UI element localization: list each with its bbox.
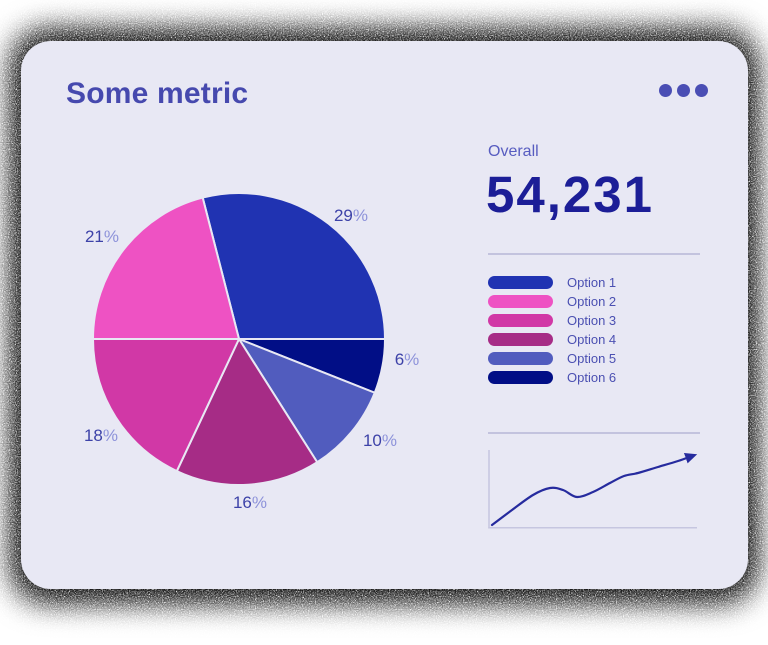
ellipsis-icon xyxy=(695,84,708,97)
legend-swatch xyxy=(488,371,553,384)
legend-item[interactable]: Option 4 xyxy=(488,332,617,347)
legend: Option 1 Option 2 Option 3 Option 4 Opti… xyxy=(488,275,617,390)
legend-item[interactable]: Option 1 xyxy=(488,275,617,290)
legend-item[interactable]: Option 6 xyxy=(488,370,617,385)
trend-line xyxy=(490,452,698,527)
legend-label: Option 3 xyxy=(567,313,617,328)
legend-item[interactable]: Option 2 xyxy=(488,294,617,309)
overall-value: 54,231 xyxy=(486,166,654,223)
overall-label: Overall xyxy=(488,143,539,160)
legend-label: Option 6 xyxy=(567,370,617,385)
legend-item[interactable]: Option 3 xyxy=(488,313,617,328)
divider xyxy=(488,253,700,255)
legend-swatch xyxy=(488,295,553,308)
pie-label-option-1: 29% xyxy=(333,206,369,225)
legend-label: Option 4 xyxy=(567,332,617,347)
legend-swatch xyxy=(488,352,553,365)
pie-label-option-6: 6% xyxy=(394,350,420,369)
pie-label-option-5: 10% xyxy=(362,431,398,450)
pie-label-option-3: 18% xyxy=(83,426,119,445)
pie-slice-option-2[interactable] xyxy=(92,196,240,340)
legend-swatch xyxy=(488,276,553,289)
legend-label: Option 5 xyxy=(567,351,617,366)
ellipsis-icon xyxy=(677,84,690,97)
pie-slice-option-1[interactable] xyxy=(201,192,386,340)
pie-label-option-2: 21% xyxy=(84,227,120,246)
ellipsis-icon xyxy=(659,84,672,97)
legend-label: Option 2 xyxy=(567,294,617,309)
metric-card: Some metric 6% 10% 16% 18% 21% 29% Overall 54… xyxy=(21,41,748,589)
legend-item[interactable]: Option 5 xyxy=(488,351,617,366)
menu-button[interactable] xyxy=(657,82,710,99)
legend-swatch xyxy=(488,314,553,327)
pie-slice-option-5[interactable] xyxy=(238,338,376,464)
legend-label: Option 1 xyxy=(567,275,617,290)
pie-slice-option-3[interactable] xyxy=(92,338,240,473)
pie-slice-option-4[interactable] xyxy=(175,338,319,486)
trend-chart xyxy=(488,450,698,529)
page-title: Some metric xyxy=(66,77,249,110)
legend-swatch xyxy=(488,333,553,346)
pie-label-option-4: 16% xyxy=(232,493,268,512)
pie-chart[interactable] xyxy=(79,179,399,499)
divider xyxy=(488,432,700,434)
